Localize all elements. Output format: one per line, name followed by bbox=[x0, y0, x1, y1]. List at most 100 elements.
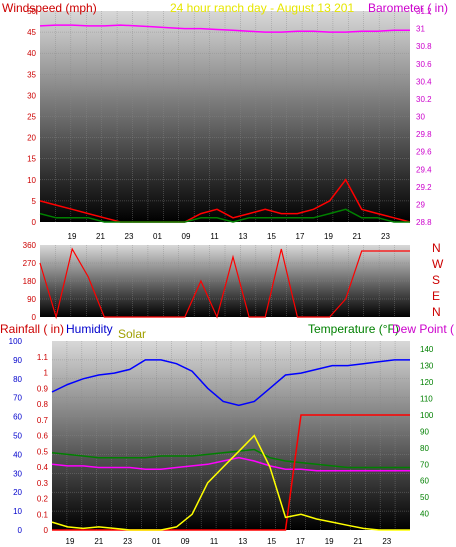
temp-tick: 120 bbox=[420, 378, 434, 387]
wind-left-tick: 10 bbox=[27, 176, 36, 185]
dir-compass-label: N bbox=[432, 241, 441, 255]
rain-tick: 0.8 bbox=[37, 400, 49, 409]
wind-title: 24 hour ranch day - August 13 201 bbox=[170, 1, 354, 15]
wind-right-tick: 29 bbox=[416, 200, 425, 209]
wind-series-line bbox=[39, 178, 411, 223]
rain-tick: 0 bbox=[44, 526, 49, 535]
wind-x-tick: 21 bbox=[353, 232, 362, 241]
rain-tick: 0.7 bbox=[37, 416, 49, 425]
rain-tick: 1.1 bbox=[37, 353, 49, 362]
multi-x-tick: 01 bbox=[152, 537, 161, 546]
wind-left-tick: 35 bbox=[27, 70, 36, 79]
multi-series bbox=[51, 359, 410, 531]
multi-series-line bbox=[51, 359, 410, 407]
rain-tick: 1 bbox=[44, 369, 49, 378]
multi-x-tick: 11 bbox=[210, 537, 219, 546]
dir-compass-label: W bbox=[432, 257, 444, 271]
wind-right-ticks: 28.8 29 29.2 29.4 29.6 29.8 30 30.2 30.4 30.6 30.8… bbox=[416, 7, 432, 227]
wind-x-ticks: 19 21 23 01 09 11 13 15 17 19 21 23 bbox=[68, 232, 391, 241]
wind-right-tick: 30.4 bbox=[416, 77, 432, 86]
dir-left-tick: 360 bbox=[23, 241, 37, 250]
rain-tick: 0.9 bbox=[37, 384, 49, 393]
wind-series-line bbox=[39, 208, 410, 223]
humidity-tick: 20 bbox=[13, 488, 22, 497]
temp-tick: 110 bbox=[420, 395, 433, 404]
multi-x-tick: 21 bbox=[354, 537, 363, 546]
wind-left-tick: 45 bbox=[27, 28, 36, 37]
wind-right-tick: 29.6 bbox=[416, 148, 432, 157]
rain-tick: 0.2 bbox=[37, 495, 49, 504]
rainfall-label: Rainfall ( in) bbox=[0, 322, 64, 336]
wind-left-tick: 25 bbox=[27, 113, 36, 122]
dir-series bbox=[39, 247, 410, 320]
multi-x-tick: 21 bbox=[94, 537, 103, 546]
wind-right-tick: 30.6 bbox=[416, 60, 432, 69]
multi-x-tick: 19 bbox=[325, 537, 334, 546]
multi-grid bbox=[52, 341, 410, 530]
dir-left-tick: 180 bbox=[23, 277, 37, 286]
wind-right-axis-label: Barometer ( in) bbox=[368, 1, 448, 15]
temperature-label: Temperature (°F) bbox=[308, 322, 399, 336]
wind-series-line bbox=[39, 24, 410, 33]
humidity-tick: 100 bbox=[9, 337, 23, 346]
multi-x-tick: 15 bbox=[267, 537, 276, 546]
wind-x-tick: 19 bbox=[68, 232, 77, 241]
dir-compass-label: E bbox=[432, 289, 440, 303]
wind-grid bbox=[40, 11, 410, 222]
wind-x-tick: 09 bbox=[182, 232, 191, 241]
multi-series-line bbox=[51, 434, 410, 531]
multi-rain-ticks: 0 0.1 0.2 0.3 0.4 0.5 0.6 0.7 0.8 0.9 1 1.1 bbox=[37, 353, 49, 535]
humidity-tick: 90 bbox=[13, 356, 22, 365]
temp-tick: 80 bbox=[420, 444, 429, 453]
dewpoint-label: Dew Point ( bbox=[392, 322, 454, 336]
wind-x-tick: 21 bbox=[96, 232, 105, 241]
humidity-tick: 60 bbox=[13, 413, 22, 422]
dir-left-tick: 0 bbox=[32, 313, 37, 322]
wind-x-tick: 19 bbox=[324, 232, 333, 241]
wind-left-tick: 0 bbox=[32, 218, 37, 227]
wind-x-tick: 23 bbox=[381, 232, 390, 241]
humidity-tick: 40 bbox=[13, 450, 22, 459]
rain-tick: 0.1 bbox=[37, 510, 49, 519]
dir-compass-label: S bbox=[432, 273, 440, 287]
multi-x-ticks: 19 21 23 01 09 11 13 15 17 19 21 23 bbox=[66, 537, 392, 546]
wind-left-axis-label: Windspeed (mph) bbox=[2, 1, 97, 15]
wind-x-tick: 23 bbox=[125, 232, 134, 241]
wind-right-tick: 31.2 bbox=[416, 7, 432, 16]
wind-right-tick: 29.8 bbox=[416, 130, 432, 139]
wind-left-tick: 5 bbox=[32, 197, 37, 206]
solar-label: Solar bbox=[118, 327, 146, 341]
dir-left-tick: 270 bbox=[23, 259, 37, 268]
wind-x-tick: 17 bbox=[296, 232, 305, 241]
wind-x-tick: 13 bbox=[239, 232, 248, 241]
dir-grid bbox=[40, 245, 410, 317]
wind-left-ticks: 0 5 10 15 20 25 30 35 40 45 50 bbox=[27, 7, 36, 227]
multi-x-tick: 13 bbox=[238, 537, 247, 546]
wind-left-tick: 40 bbox=[27, 49, 36, 58]
humidity-tick: 0 bbox=[18, 526, 23, 535]
multi-x-tick: 23 bbox=[382, 537, 391, 546]
multi-x-tick: 09 bbox=[181, 537, 190, 546]
rain-tick: 0.5 bbox=[37, 447, 49, 456]
multi-temp-ticks: 40 50 60 70 80 90 100 110 120 130 140 bbox=[420, 345, 434, 518]
rain-tick: 0.6 bbox=[37, 432, 49, 441]
humidity-tick: 80 bbox=[13, 375, 22, 384]
wind-left-tick: 50 bbox=[27, 7, 36, 16]
humidity-label: Humidity bbox=[66, 322, 113, 336]
wind-x-tick: 11 bbox=[210, 232, 219, 241]
dir-compass-label: N bbox=[432, 305, 441, 319]
multi-series-line bbox=[52, 414, 410, 531]
humidity-tick: 70 bbox=[13, 394, 22, 403]
humidity-tick: 10 bbox=[13, 507, 22, 516]
wind-right-tick: 31 bbox=[416, 25, 425, 34]
wind-right-tick: 29.4 bbox=[416, 165, 432, 174]
wind-left-tick: 30 bbox=[27, 91, 36, 100]
wind-left-tick: 20 bbox=[27, 134, 36, 143]
rain-tick: 0.4 bbox=[37, 463, 49, 472]
rain-tick: 0.3 bbox=[37, 479, 49, 488]
wind-left-tick: 15 bbox=[27, 155, 36, 164]
dir-series-line bbox=[39, 247, 410, 320]
